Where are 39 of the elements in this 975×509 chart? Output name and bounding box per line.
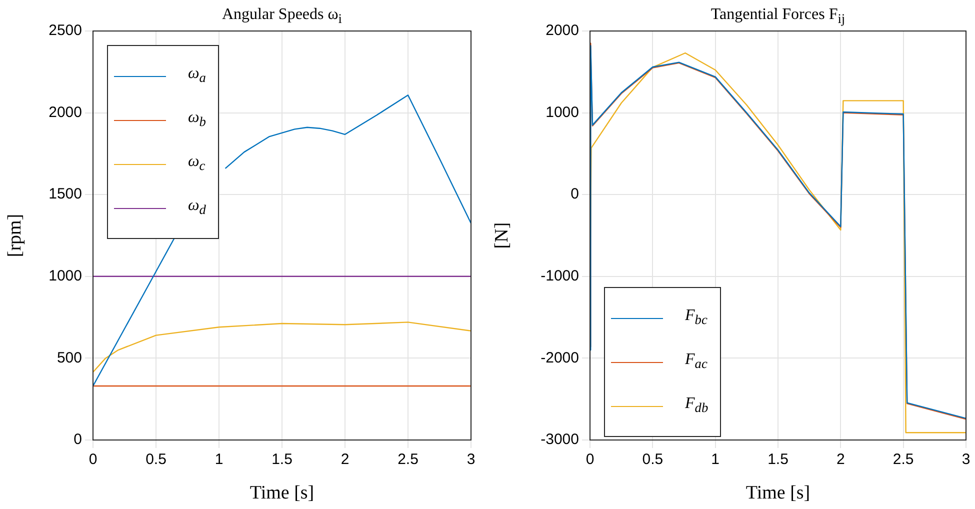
x-tick-label: 1 [711, 451, 720, 468]
y-tick-label: 2000 [48, 104, 82, 121]
y-tick-label: 2500 [48, 22, 82, 40]
legend-label: ω$_{b}$ [188, 109, 206, 131]
y-tick-label: -1000 [540, 268, 579, 285]
legend-label: F$_{bc}$ [685, 307, 708, 329]
y-tick-label: 1000 [48, 268, 82, 285]
x-tick-label: 1.5 [768, 451, 788, 468]
x-tick-label: 2 [836, 451, 845, 468]
legend-label: F$_{ac}$ [685, 351, 708, 373]
x-tick-label: 3 [962, 451, 970, 468]
x-tick-label: 1 [214, 451, 224, 468]
x-tick-label: 3 [466, 451, 476, 468]
y-tick-label: 1000 [546, 104, 579, 121]
x-tick-label: 2.5 [398, 451, 418, 468]
y-tick-label: 1500 [48, 186, 82, 203]
x-axis-title: Time [s] [250, 482, 314, 504]
y-tick-label: -2000 [540, 349, 579, 366]
legend-label: F$_{db}$ [685, 395, 708, 417]
y-tick-label: 0 [570, 186, 579, 203]
x-tick-label: 2.5 [892, 451, 914, 468]
y-tick-label: 0 [74, 431, 82, 448]
x-tick-label: 0.5 [642, 451, 664, 468]
y-tick-label: 500 [56, 349, 82, 366]
x-tick-label: 0 [88, 451, 98, 468]
chart-title: Tangential Forces F$_{ij}$ [710, 6, 846, 28]
y-tick-label: 2000 [546, 22, 579, 40]
y-tick-label: -3000 [540, 431, 579, 448]
legend-label: ω$_{a}$ [188, 65, 206, 87]
x-tick-label: 0 [586, 451, 594, 468]
y-axis-title: [rpm] [4, 214, 26, 258]
y-axis-title: [N] [491, 222, 512, 249]
x-axis-title: Time [s] [746, 482, 810, 504]
x-tick-label: 0.5 [146, 451, 166, 468]
legend-label: ω$_{d}$ [188, 197, 206, 219]
x-tick-label: 2 [340, 451, 350, 468]
legend-label: ω$_{c}$ [188, 153, 206, 175]
x-tick-label: 1.5 [272, 451, 292, 468]
chart-title: Angular Speeds ω$_{i}$ [221, 6, 343, 28]
